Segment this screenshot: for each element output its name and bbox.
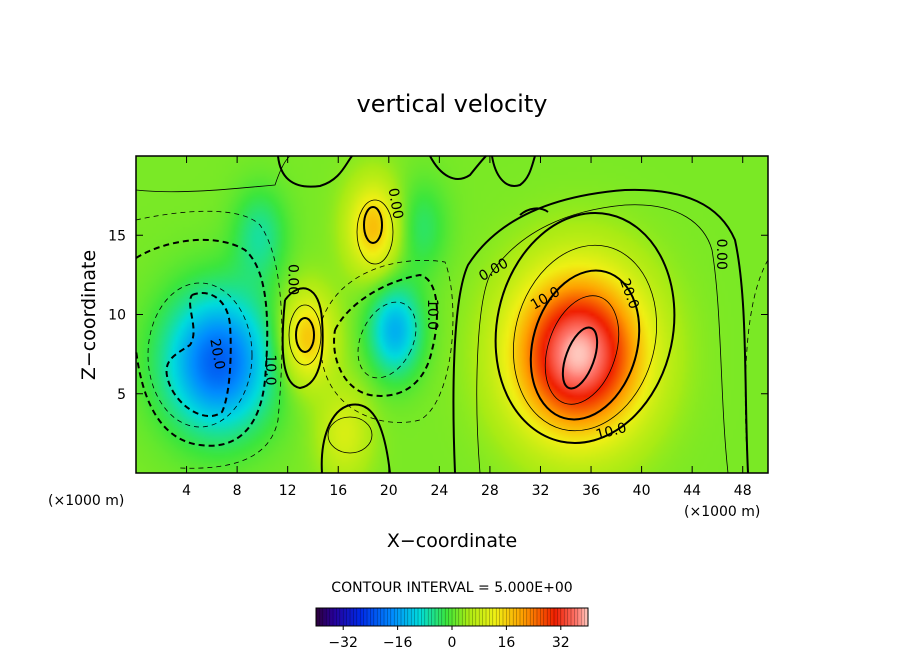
x-axis-label: X−coordinate (387, 530, 517, 552)
x-tick-label: 12 (279, 483, 297, 499)
contour-line (357, 301, 417, 379)
x-tick-label: 20 (380, 483, 398, 499)
contour-line (320, 403, 391, 474)
contour-line (561, 326, 599, 390)
x-tick-label: 4 (182, 483, 191, 499)
x-tick-label: 24 (430, 483, 448, 499)
contour-line (744, 259, 769, 474)
contour-line (476, 204, 729, 474)
x-tick-label: 36 (582, 483, 600, 499)
colorbar-ticks: −32 −16 0 16 32 (328, 626, 570, 651)
y-axis-ticks: 5 10 15 (108, 228, 768, 403)
contour-line (327, 416, 373, 454)
contour-line (321, 259, 454, 423)
velocity-field (136, 156, 768, 473)
contour-line (452, 188, 749, 474)
colorbar-tick-label: 16 (497, 635, 515, 651)
contour-line (147, 282, 253, 428)
contour-interval-text: CONTOUR INTERVAL = 5.000E+00 (331, 580, 572, 596)
contour-line (333, 273, 438, 397)
contour-line (512, 244, 658, 432)
contour-line (165, 292, 232, 418)
x-tick-label: 48 (734, 483, 752, 499)
chart-title: vertical velocity (357, 90, 548, 118)
y-tick-label: 10 (108, 308, 126, 324)
contour-line (494, 212, 676, 444)
contour-label: 20.0 (206, 337, 227, 370)
x-tick-label: 28 (481, 483, 499, 499)
contour-lines (135, 155, 769, 474)
contour-line (429, 155, 487, 180)
colorbar-tick-label: 0 (448, 635, 457, 651)
contour-line (519, 207, 549, 216)
colorbar-tick-label: −16 (383, 635, 413, 651)
colorbar-tick-label: 32 (552, 635, 570, 651)
contour-line (356, 199, 394, 265)
contour-label: 0.00 (285, 264, 301, 295)
contour-line (544, 295, 620, 405)
contour-label: 10.0 (424, 299, 440, 330)
contour-line (295, 317, 315, 353)
x-unit-right: (×1000 m) (684, 504, 760, 520)
contour-label: 0.00 (713, 239, 729, 270)
contour-line (491, 155, 536, 187)
contour-line (288, 304, 322, 366)
x-unit-left: (×1000 m) (48, 493, 124, 509)
colorbar-dividers (319, 608, 585, 626)
contour-line (135, 155, 291, 193)
x-tick-label: 44 (683, 483, 701, 499)
x-tick-label: 32 (532, 483, 550, 499)
y-tick-label: 5 (117, 387, 126, 403)
colorbar: −32 −16 0 16 32 (315, 607, 589, 651)
x-tick-label: 8 (233, 483, 242, 499)
colorbar-tick-label: −32 (328, 635, 358, 651)
x-tick-label: 40 (633, 483, 651, 499)
x-axis-ticks: 4 8 12 16 20 24 28 32 36 40 44 48 (182, 156, 752, 499)
contour-label: 10.0 (594, 420, 628, 444)
contour-line (529, 269, 641, 421)
contour-line (135, 210, 283, 469)
contour-line (277, 155, 353, 188)
contour-label: 10.0 (262, 354, 278, 385)
y-axis-label: Z−coordinate (78, 250, 100, 380)
x-tick-label: 16 (329, 483, 347, 499)
contour-line (363, 206, 383, 244)
contour-line (281, 287, 324, 390)
contour-line (135, 238, 269, 447)
contour-label: 0.00 (385, 187, 406, 220)
y-tick-label: 15 (108, 228, 126, 244)
